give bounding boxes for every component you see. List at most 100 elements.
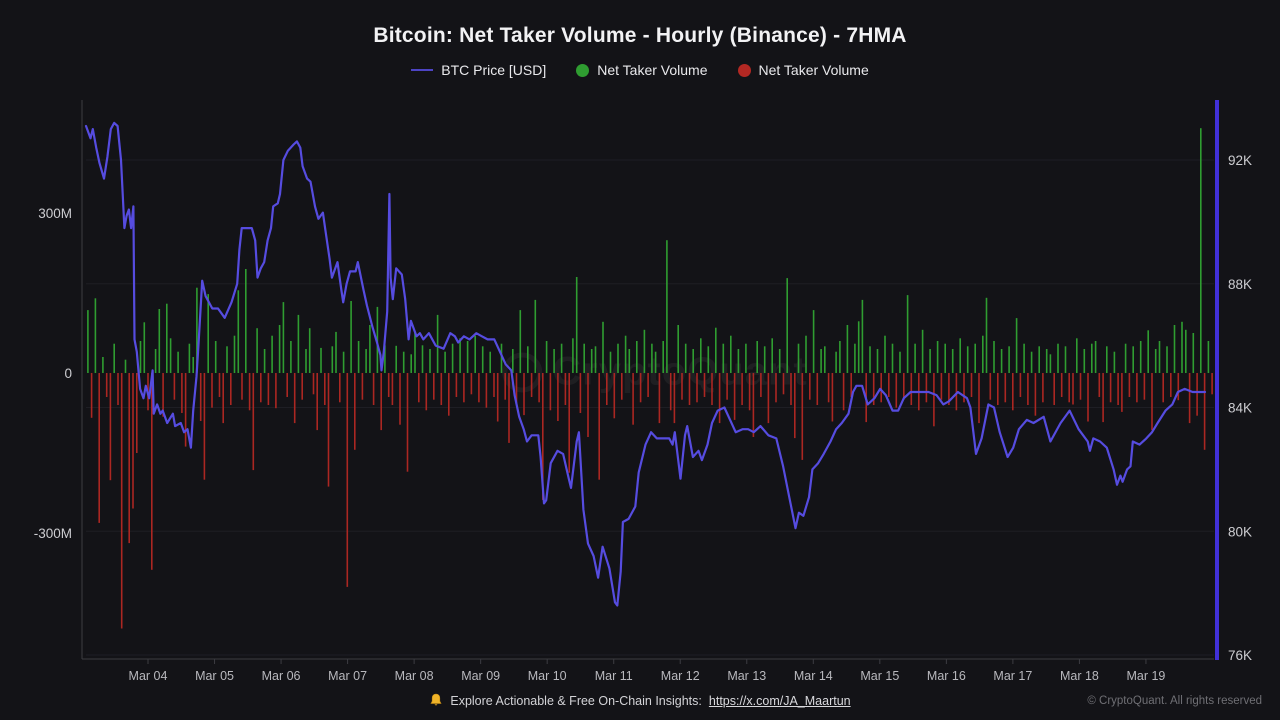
net-taker-buy-bar — [786, 278, 788, 373]
x-tick-label: Mar 06 — [262, 669, 301, 683]
x-tick-label: Mar 14 — [794, 669, 833, 683]
net-taker-sell-bar — [248, 373, 251, 411]
net-taker-buy-bar — [737, 349, 740, 373]
net-taker-buy-bar — [395, 345, 397, 373]
net-taker-sell-bar — [1203, 373, 1206, 450]
net-taker-buy-bar — [778, 349, 781, 373]
net-taker-sell-bar — [1211, 373, 1213, 395]
x-tick-label: Mar 05 — [195, 669, 234, 683]
net-taker-sell-bar — [136, 373, 138, 453]
net-taker-sell-bar — [579, 373, 582, 413]
net-taker-buy-bar — [512, 349, 514, 373]
net-taker-sell-bar — [1151, 373, 1153, 431]
x-tick-label: Mar 16 — [927, 669, 966, 683]
net-taker-sell-bar — [741, 373, 743, 405]
net-taker-sell-bar — [933, 373, 935, 427]
net-taker-buy-bar — [628, 349, 631, 373]
net-taker-buy-bar — [993, 341, 995, 373]
net-taker-buy-bar — [196, 287, 198, 373]
net-taker-sell-bar — [948, 373, 950, 405]
net-taker-buy-bar — [899, 351, 901, 373]
legend-item-net-taker-buy[interactable]: Net Taker Volume — [576, 62, 708, 78]
x-tick-label: Mar 08 — [395, 669, 434, 683]
net-taker-sell-bar — [888, 373, 890, 397]
net-taker-buy-bar — [771, 338, 773, 373]
net-taker-buy-bar — [684, 343, 687, 373]
net-taker-sell-bar — [831, 373, 834, 422]
net-taker-sell-bar — [448, 373, 450, 416]
green-dot-icon — [576, 63, 590, 77]
legend-label: Net Taker Volume — [758, 62, 869, 78]
net-taker-buy-bar — [466, 341, 469, 373]
net-taker-buy-bar — [854, 343, 856, 373]
net-taker-buy-bar — [974, 343, 976, 373]
net-taker-buy-bar — [553, 349, 555, 373]
net-taker-sell-bar — [199, 373, 202, 421]
net-taker-sell-bar — [98, 373, 100, 523]
net-taker-buy-bar — [1181, 321, 1183, 373]
net-taker-sell-bar — [391, 373, 394, 405]
net-taker-sell-bar — [872, 373, 875, 405]
net-taker-sell-bar — [1079, 373, 1082, 400]
net-taker-sell-bar — [117, 373, 119, 405]
net-taker-sell-bar — [508, 373, 510, 443]
net-taker-buy-bar — [481, 346, 484, 373]
net-taker-sell-bar — [493, 373, 495, 397]
net-taker-buy-bar — [158, 309, 161, 373]
net-taker-buy-bar — [169, 338, 172, 373]
legend-label: Net Taker Volume — [597, 62, 708, 78]
x-tick-label: Mar 17 — [993, 669, 1032, 683]
net-taker-buy-bar — [1049, 354, 1052, 373]
net-taker-sell-bar — [1143, 373, 1146, 400]
x-tick-label: Mar 04 — [129, 669, 168, 683]
net-taker-sell-bar — [399, 373, 401, 425]
net-taker-buy-bar — [113, 343, 115, 373]
net-taker-sell-bar — [726, 373, 728, 400]
net-taker-sell-bar — [440, 373, 443, 405]
promo-text: Explore Actionable & Free On-Chain Insig… — [450, 693, 702, 708]
net-taker-buy-bar — [1113, 351, 1116, 373]
net-taker-buy-bar — [1091, 343, 1093, 373]
net-taker-buy-bar — [331, 346, 334, 373]
net-taker-sell-bar — [673, 373, 676, 424]
net-taker-buy-bar — [192, 357, 194, 373]
promo-link[interactable]: https://x.com/JA_Maartun — [708, 693, 851, 708]
net-taker-sell-bar — [252, 373, 255, 471]
net-taker-sell-bar — [587, 373, 589, 437]
net-taker-sell-bar — [1012, 373, 1014, 411]
net-taker-buy-bar — [756, 341, 758, 373]
net-taker-buy-bar — [951, 349, 954, 373]
net-taker-sell-bar — [557, 373, 559, 421]
x-tick-label: Mar 07 — [328, 669, 367, 683]
net-taker-buy-bar — [797, 343, 800, 373]
x-tick-label: Mar 10 — [528, 669, 567, 683]
net-taker-sell-bar — [775, 373, 777, 403]
net-taker-sell-bar — [418, 373, 420, 403]
chart-legend: BTC Price [USD] Net Taker Volume Net Tak… — [0, 62, 1280, 78]
net-taker-buy-bar — [421, 345, 424, 373]
net-taker-buy-bar — [1147, 330, 1149, 373]
net-taker-sell-bar — [632, 373, 634, 425]
net-taker-buy-bar — [846, 325, 849, 373]
net-taker-sell-bar — [925, 373, 928, 403]
net-taker-buy-bar — [617, 343, 619, 373]
net-taker-buy-bar — [1045, 349, 1048, 373]
net-taker-sell-bar — [218, 373, 221, 397]
net-taker-sell-bar — [433, 373, 435, 400]
net-taker-sell-bar — [1027, 373, 1029, 405]
x-tick-label: Mar 11 — [595, 669, 633, 683]
net-taker-buy-bar — [1132, 346, 1134, 373]
net-taker-buy-bar — [869, 346, 871, 373]
net-taker-sell-bar — [203, 373, 206, 480]
legend-item-net-taker-sell[interactable]: Net Taker Volume — [737, 62, 869, 78]
legend-item-btc-price[interactable]: BTC Price [USD] — [411, 62, 546, 78]
net-taker-sell-bar — [903, 373, 905, 400]
net-taker-sell-bar — [658, 373, 661, 424]
net-taker-buy-bar — [1124, 343, 1127, 373]
net-taker-buy-bar — [1139, 341, 1142, 373]
net-taker-sell-bar — [963, 373, 965, 403]
x-tick-label: Mar 15 — [860, 669, 899, 683]
